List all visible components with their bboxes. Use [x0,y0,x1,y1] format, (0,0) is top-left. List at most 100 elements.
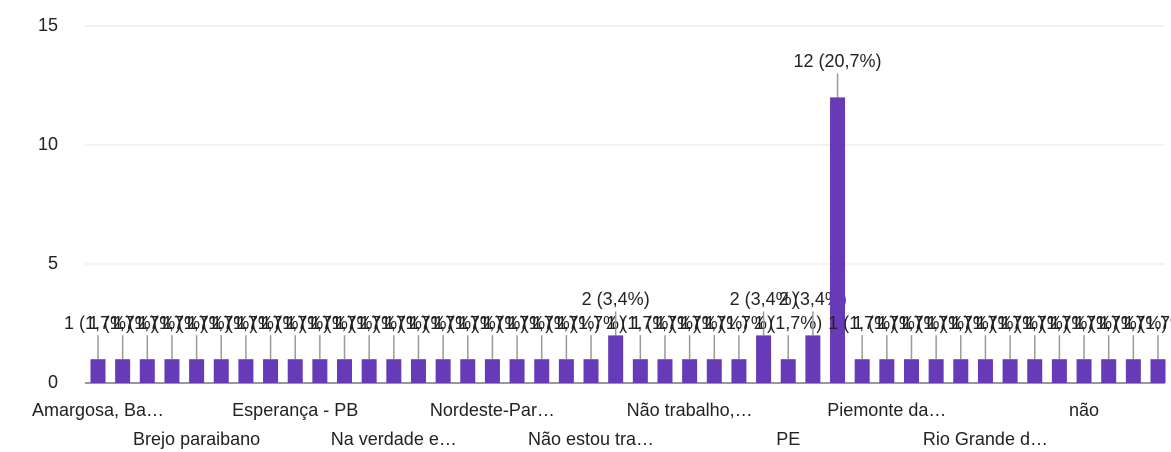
bar [1101,359,1117,383]
bar [1150,359,1166,383]
data-label: 1 (1,7%) [1001,313,1069,333]
x-tick-label: Nordeste-Par… [430,400,555,420]
x-tick-label: Na verdade e… [331,429,457,449]
data-label: 1 (1,7%) [705,313,773,333]
bar [632,359,648,383]
data-label: 1 (1,7%) [631,313,699,333]
data-label: 1 (1,7%) [557,313,625,333]
data-label: 1 (1,7%) [64,313,132,333]
bar [558,359,574,383]
y-tick-label: 0 [48,372,58,392]
data-label: 1 (1,7%) [89,313,157,333]
bar [608,335,624,383]
bar [90,359,106,383]
data-label: 1 (1,7%) [927,313,995,333]
x-tick-label: Amargosa, Ba… [32,400,164,420]
data-label: 1 (1,7%) [409,313,477,333]
bar [386,359,402,383]
bar [879,359,895,383]
x-tick-label: Esperança - PB [232,400,358,420]
x-tick-label: Não estou tra… [528,429,654,449]
x-tick-label: Não trabalho,… [627,400,753,420]
data-label: 1 (1,7%) [458,313,526,333]
bar [534,359,550,383]
bar [805,335,821,383]
bar [115,359,131,383]
bar [903,359,919,383]
data-label: 1 (1,7%) [877,313,945,333]
bar [1125,359,1141,383]
data-label: 12 (20,7%) [794,51,882,71]
bar [756,335,772,383]
data-label: 1 (1,7%) [163,313,231,333]
data-label: 1 (1,7%) [1025,313,1093,333]
bar [731,359,747,383]
bar [509,359,525,383]
data-label: 2 (3,4%) [582,289,650,309]
data-label: 1 (1,7%) [138,313,206,333]
bar [1051,359,1067,383]
bar [287,359,303,383]
bar [238,359,254,383]
bar [953,359,969,383]
data-label: 1 (1,7%) [508,313,576,333]
bar [312,359,328,383]
bar [337,359,353,383]
bar [657,359,673,383]
bar [410,359,426,383]
data-label: 1 (1,7%) [261,313,329,333]
data-label: 1 (1,7%) [434,313,502,333]
bar [213,359,229,383]
data-label: 1 (1,7%) [1099,313,1167,333]
data-label: 2 (3,4%) [730,289,798,309]
x-tick-label: PE [776,429,800,449]
data-label: 1 (1,7%) [1124,313,1171,333]
bar [977,359,993,383]
data-label: 1 (1,7%) [286,313,354,333]
bar [361,359,377,383]
data-label: 1 (1,7%) [853,313,921,333]
bar [854,359,870,383]
data-label: 1 (1,7%) [902,313,970,333]
x-tick-label: Rio Grande d… [923,429,1048,449]
bar [435,359,451,383]
data-label: 1 (1,7%) [532,313,600,333]
bar [139,359,155,383]
data-label: 1 (1,7%) [680,313,748,333]
x-tick-label: não [1069,400,1099,420]
data-label: 1 (1,7%) [483,313,551,333]
x-tick-label: Piemonte da… [827,400,946,420]
data-label: 1 (1,7%) [656,313,724,333]
bar [682,359,698,383]
bar [928,359,944,383]
data-label: 1 (1,7%) [384,313,452,333]
bar [706,359,722,383]
x-tick-label: Brejo paraibano [133,429,260,449]
data-label: 1 (1,7%) [335,313,403,333]
bar [830,97,846,384]
data-label: 1 (1,7%) [360,313,428,333]
data-label: 1 (1,7%) [113,313,181,333]
y-tick-label: 5 [48,253,58,273]
data-label: 1 (1,7%) [237,313,305,333]
data-label: 1 (1,7%) [1050,313,1118,333]
bar [164,359,180,383]
bar [1027,359,1043,383]
bar [189,359,205,383]
bar [780,359,796,383]
data-label: 1 (1,7%) [754,313,822,333]
bar [460,359,476,383]
y-tick-label: 15 [38,15,58,35]
data-label: 1 (1,7%) [187,313,255,333]
data-label: 2 (3,4%) [779,289,847,309]
bar [484,359,500,383]
y-tick-label: 10 [38,134,58,154]
data-label: 1 (1,7%) [828,313,896,333]
bar [1002,359,1018,383]
bar [263,359,279,383]
data-label: 1 (1,7%) [212,313,280,333]
data-label: 1 (1,7%) [310,313,378,333]
data-label: 1 (1,7%) [976,313,1044,333]
data-label: 1 (1,7%) [606,313,674,333]
